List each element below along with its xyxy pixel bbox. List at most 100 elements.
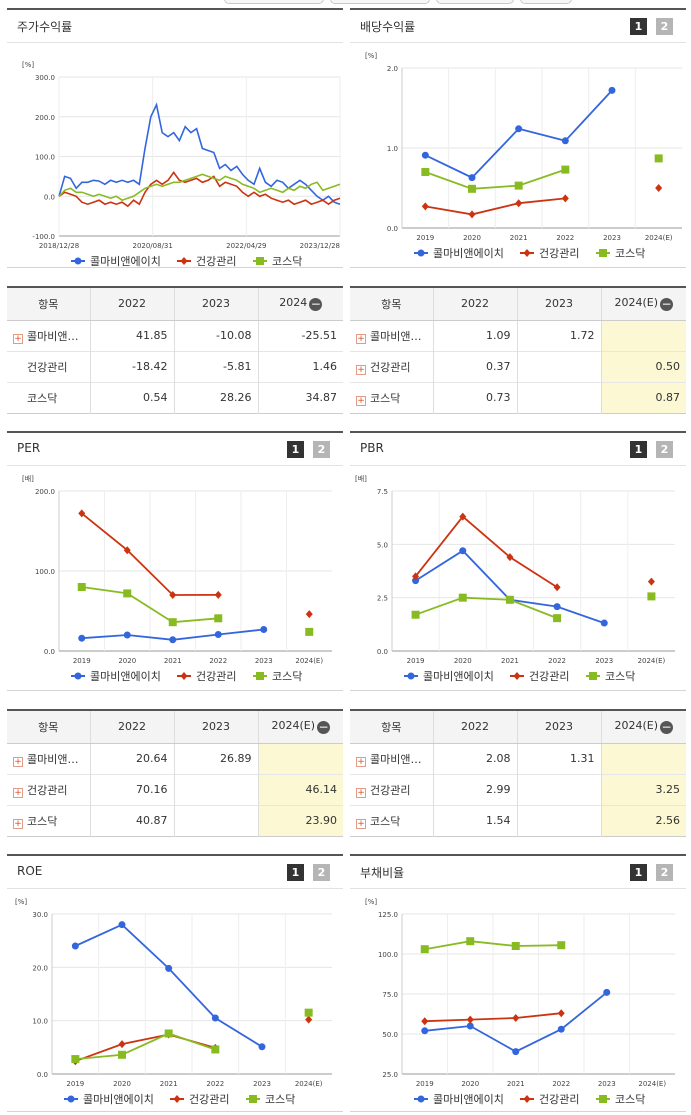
- y-tick-label: 0.0: [44, 193, 55, 201]
- y-unit-label: [%]: [365, 52, 377, 60]
- expand-icon[interactable]: +: [356, 333, 366, 344]
- expand-icon[interactable]: +: [356, 364, 366, 375]
- table-row: + 콜마비앤… 2.08 1.31: [350, 742, 686, 774]
- expand-icon[interactable]: +: [13, 333, 23, 344]
- expand-icon[interactable]: +: [356, 787, 366, 798]
- y-tick-label: 7.5: [377, 488, 388, 496]
- page-2-button[interactable]: 2: [313, 864, 330, 881]
- data-point: [557, 941, 566, 950]
- value-cell: 70.16: [89, 773, 174, 805]
- pbr-table: 항목 2022 2023 2024(E) − + 콜마비앤… 2.08 1.31 + 건강관리 2.9…: [350, 709, 686, 837]
- data-point: [214, 590, 222, 599]
- row-label-cell: + 콜마비앤…: [350, 319, 433, 351]
- legend-label: 건강관리: [529, 670, 569, 683]
- data-point: [458, 593, 467, 602]
- panel-title: ROE: [17, 864, 43, 878]
- data-point: [123, 546, 131, 555]
- value-cell: 41.85: [89, 319, 174, 351]
- x-tick-label: 2023: [255, 657, 273, 665]
- data-point: [466, 1022, 474, 1030]
- x-tick-label: 2019: [416, 1080, 434, 1088]
- top-tab-1[interactable]: [224, 0, 324, 4]
- x-tick-label: 2019: [407, 657, 425, 665]
- y-tick-label: 2.0: [387, 65, 398, 73]
- data-point: [557, 1025, 565, 1033]
- row-label: 코스닥: [370, 814, 401, 828]
- page-2-button[interactable]: 2: [656, 18, 673, 35]
- data-point: [118, 921, 126, 929]
- expand-icon[interactable]: +: [13, 818, 23, 829]
- expand-icon[interactable]: +: [356, 756, 366, 767]
- data-point: [258, 1043, 266, 1051]
- x-tick-label: 2020: [454, 657, 472, 665]
- data-point: [512, 1048, 520, 1056]
- series-line: [424, 89, 613, 179]
- row-label-cell: + 건강관리: [350, 350, 433, 382]
- series-line: [415, 596, 558, 619]
- page-2-button[interactable]: 2: [313, 441, 330, 458]
- data-point: [506, 553, 514, 562]
- collapse-icon[interactable]: −: [317, 720, 331, 735]
- page-1-button[interactable]: 1: [630, 864, 647, 881]
- x-tick-label: 2021: [501, 657, 519, 665]
- expand-icon[interactable]: +: [13, 756, 23, 767]
- page-2-button[interactable]: 2: [656, 864, 673, 881]
- data-point: [421, 1017, 429, 1026]
- data-point: [412, 572, 420, 581]
- table-row: + 건강관리 70.16 46.14: [7, 773, 343, 805]
- value-cell: -5.81: [173, 350, 258, 382]
- row-label-cell: + 코스닥: [350, 381, 433, 413]
- expand-icon[interactable]: +: [356, 818, 366, 829]
- data-point: [553, 583, 561, 592]
- page-2-button[interactable]: 2: [656, 441, 673, 458]
- page-1-button[interactable]: 1: [287, 864, 304, 881]
- page-1-button[interactable]: 1: [630, 441, 647, 458]
- stock-return-panel: 주가수익률 [%] 300.0 200.0 100.0 0.0 -100.0 2018/12…: [7, 8, 343, 268]
- value-cell: -25.51: [257, 319, 343, 351]
- data-point: [407, 672, 415, 680]
- data-point: [515, 199, 523, 208]
- x-tick-label: 2020: [463, 234, 481, 242]
- data-point: [608, 86, 616, 94]
- data-point: [165, 964, 173, 972]
- data-point: [118, 1050, 126, 1059]
- value-cell: 1.09: [432, 319, 517, 351]
- debt-ratio-header: 부채비율 1 2: [350, 856, 686, 889]
- column-header-year: 2023: [173, 710, 258, 744]
- y-tick-label: 100.0: [35, 568, 55, 576]
- top-tab-4[interactable]: [520, 0, 572, 4]
- expand-icon[interactable]: +: [356, 395, 366, 406]
- data-point: [655, 184, 663, 192]
- data-point: [412, 577, 420, 585]
- collapse-icon[interactable]: −: [660, 297, 674, 312]
- per-chart: [배]200.0 100.0 0.0 2019 2020 2021 2022 2023 2024…: [22, 474, 332, 683]
- expand-icon[interactable]: +: [13, 787, 23, 798]
- y-tick-label: 25.0: [382, 1071, 398, 1079]
- value-cell: 23.90: [257, 804, 343, 836]
- value-cell: 1.54: [432, 804, 517, 836]
- data-point: [249, 1095, 257, 1103]
- y-tick-label: 100.0: [378, 951, 398, 959]
- row-label-cell: + 코스닥: [7, 804, 90, 836]
- collapse-icon[interactable]: −: [660, 720, 674, 735]
- top-tab-3[interactable]: [436, 0, 514, 4]
- dividend-chart: [%] 2.0 1.0 0.0 2019 2020 2021 2022 2023 2024(E) 콜…: [365, 52, 682, 260]
- value-cell: [516, 350, 601, 382]
- column-header-year: 2022: [89, 287, 174, 321]
- data-point: [561, 137, 569, 145]
- value-cell: 46.14: [257, 773, 343, 805]
- y-tick-label: 50.0: [382, 1031, 398, 1039]
- value-cell: 1.31: [516, 742, 601, 774]
- page-1-button[interactable]: 1: [287, 441, 304, 458]
- y-tick-label: 5.0: [377, 541, 388, 549]
- legend-label: 코스닥: [605, 670, 635, 683]
- data-point: [180, 257, 188, 265]
- table-row: + 콜마비앤… 20.64 26.89: [7, 742, 343, 774]
- y-tick-label: 10.0: [32, 1018, 48, 1026]
- page-1-button[interactable]: 1: [630, 18, 647, 35]
- data-point: [459, 512, 467, 521]
- y-tick-label: 75.0: [382, 991, 398, 999]
- top-tab-2[interactable]: [330, 0, 430, 4]
- collapse-icon[interactable]: −: [309, 297, 323, 312]
